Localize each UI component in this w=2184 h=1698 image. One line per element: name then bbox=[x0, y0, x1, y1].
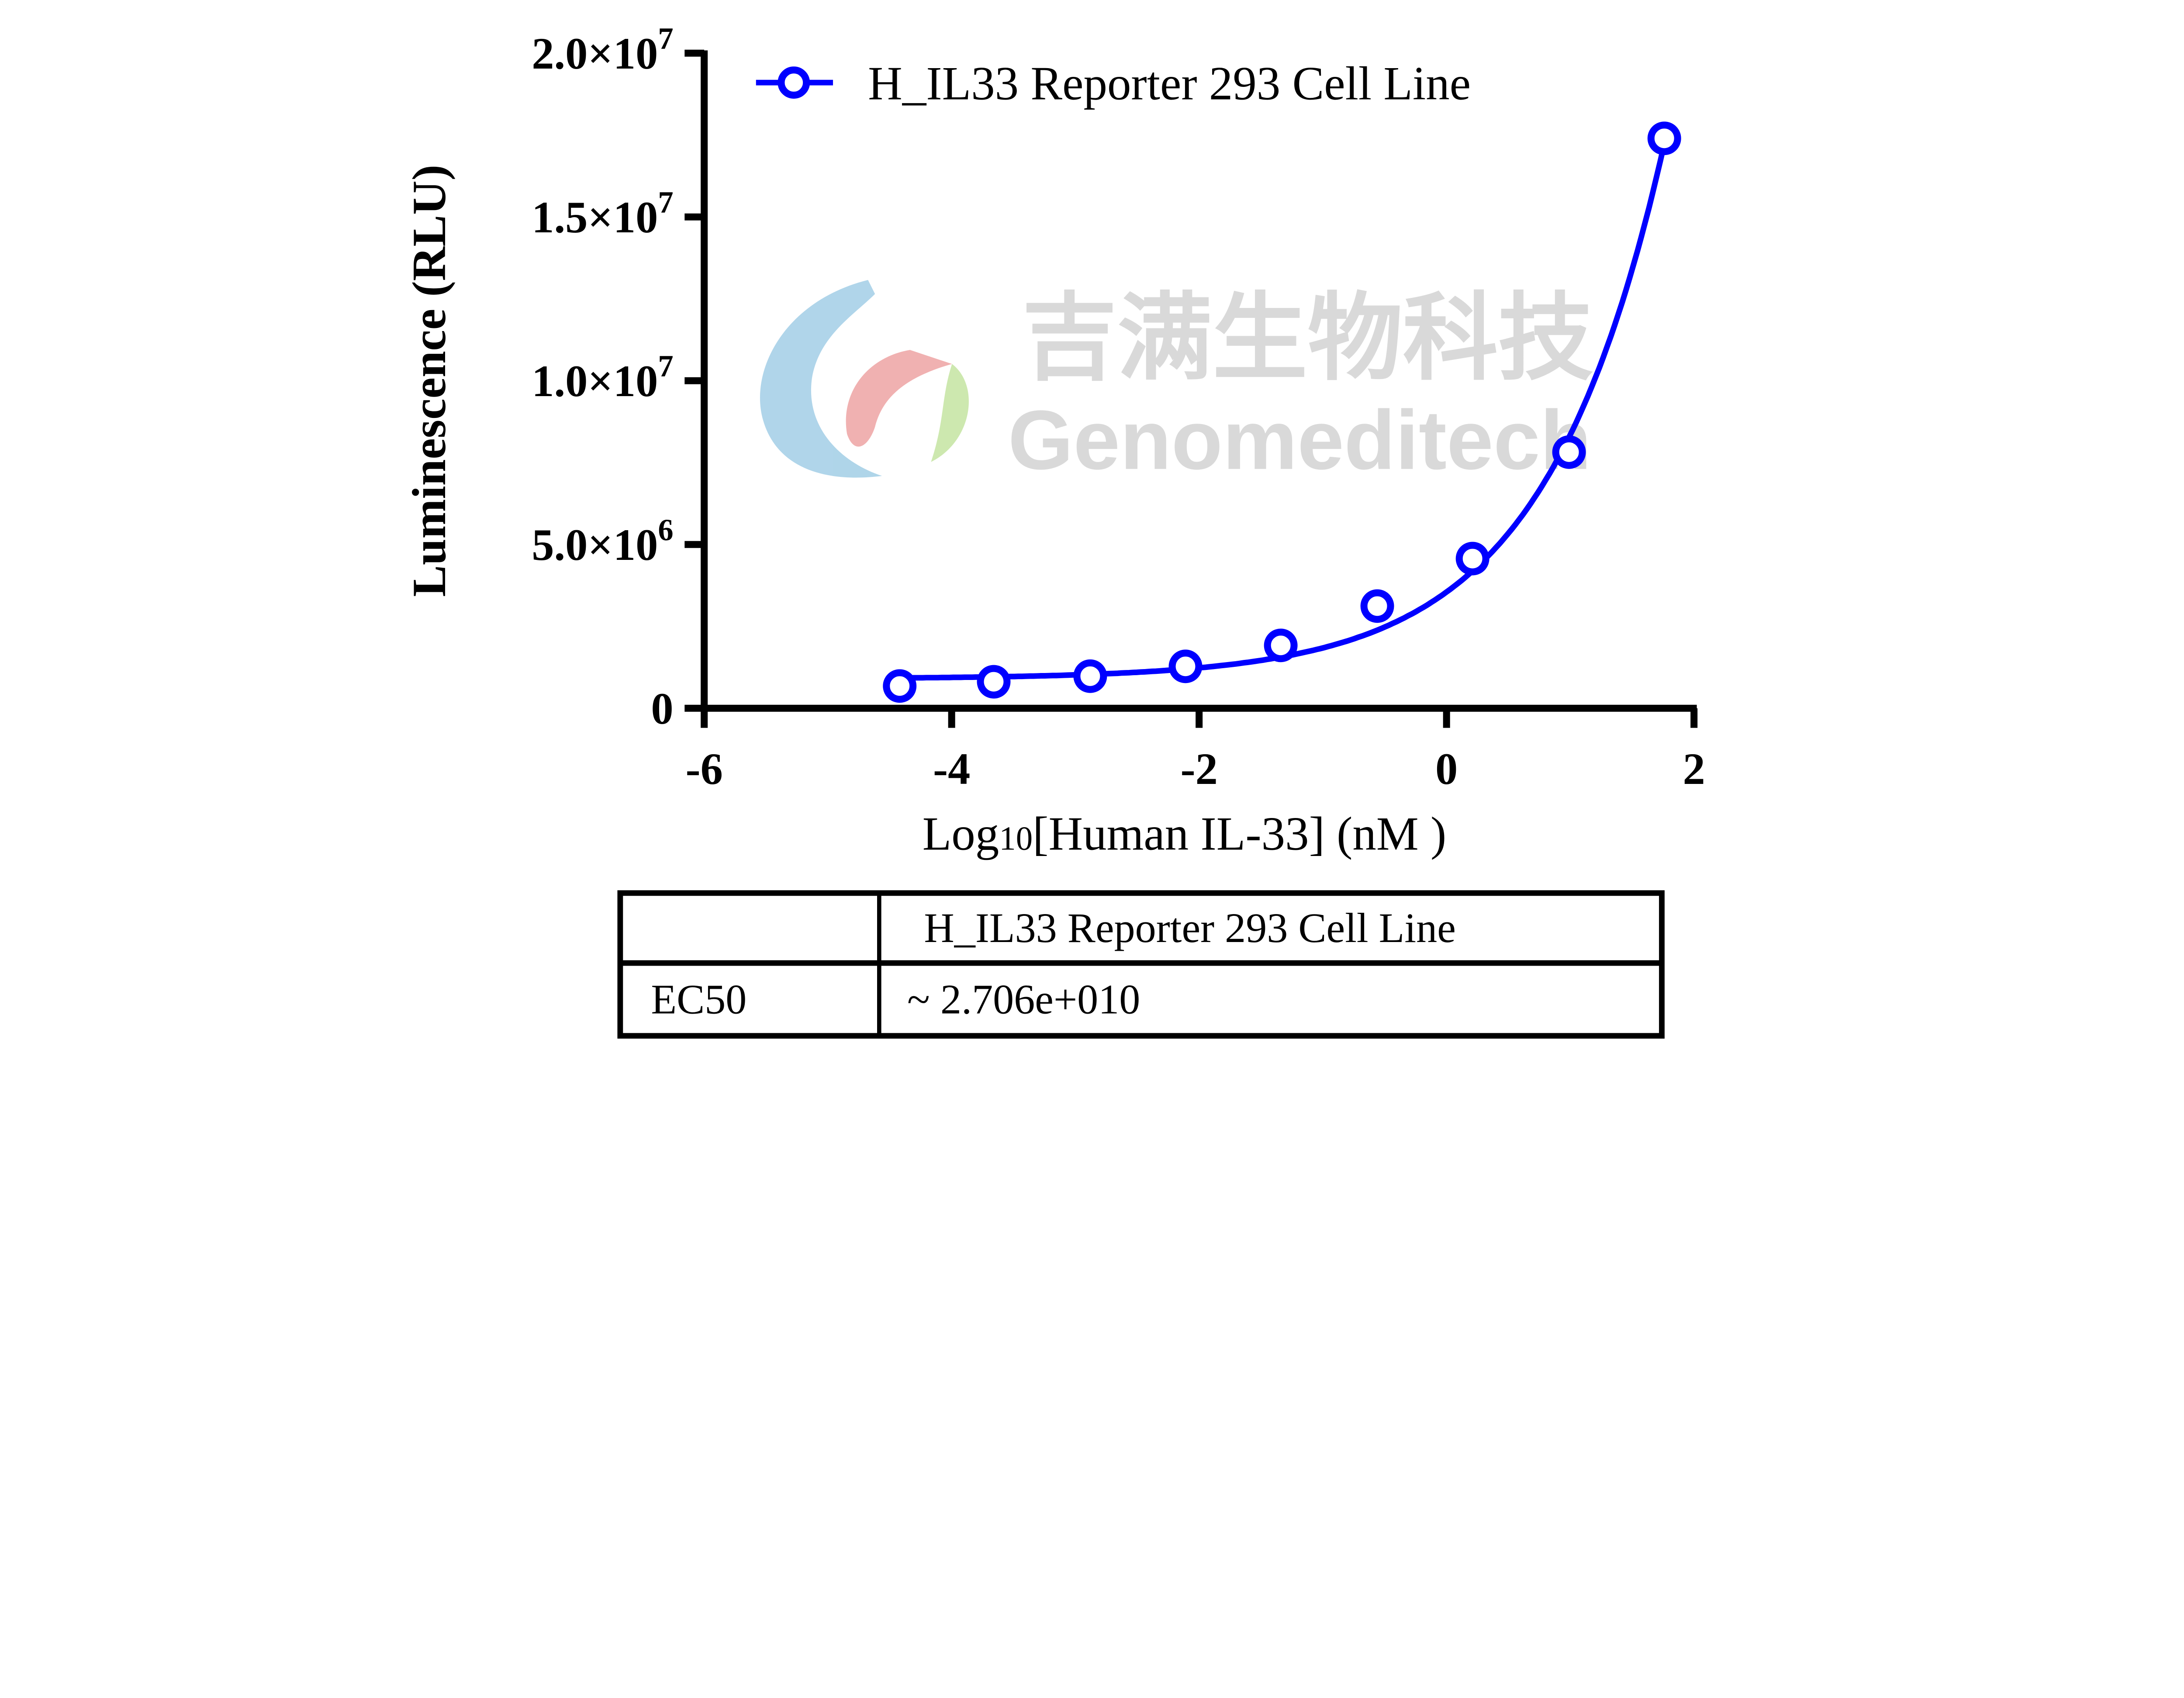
data-point bbox=[1455, 542, 1489, 576]
y-tick-label: 5.0×106 bbox=[532, 513, 673, 570]
data-point bbox=[1360, 589, 1394, 623]
x-tick-label: -4 bbox=[933, 745, 970, 794]
data-point bbox=[1647, 121, 1681, 155]
watermark-chinese: 吉满生物科技 bbox=[1022, 285, 1593, 391]
data-point bbox=[1552, 435, 1586, 469]
ec50-table: H_IL33 Reporter 293 Cell Line EC50 ~ 2.7… bbox=[617, 890, 1665, 1039]
y-ticks: 0 5.0×106 1.0×107 1.5×107 2.0×107 bbox=[532, 22, 705, 734]
data-point bbox=[1264, 628, 1298, 663]
table-cell-ec50-value: ~ 2.706e+010 bbox=[907, 976, 1140, 1023]
y-axis-label: Luminescence (RLU) bbox=[403, 165, 456, 597]
table-header-series: H_IL33 Reporter 293 Cell Line bbox=[924, 904, 1455, 951]
chart-canvas: 吉满生物科技 Genomeditech 0 5.0×106 1.0×107 1.5×1… bbox=[403, 22, 1705, 1039]
y-tick-label: 1.0×107 bbox=[532, 349, 673, 406]
data-points bbox=[883, 121, 1681, 703]
watermark-english: Genomeditech bbox=[1008, 393, 1592, 487]
legend-label: H_IL33 Reporter 293 Cell Line bbox=[868, 57, 1471, 110]
y-tick-label: 1.5×107 bbox=[532, 186, 673, 242]
x-tick-label: -6 bbox=[685, 745, 722, 794]
x-tick-label: -2 bbox=[1180, 745, 1217, 794]
watermark-logo-icon bbox=[760, 280, 969, 478]
y-tick-label: 0 bbox=[651, 684, 673, 734]
x-axis-label: Log10[Human IL-33] (nM ) bbox=[923, 808, 1447, 860]
x-tick-label: 2 bbox=[1683, 745, 1705, 794]
data-point bbox=[977, 665, 1011, 699]
data-point bbox=[1073, 659, 1107, 693]
legend: H_IL33 Reporter 293 Cell Line bbox=[756, 57, 1471, 110]
y-tick-label: 2.0×107 bbox=[532, 22, 673, 79]
watermark: 吉满生物科技 Genomeditech bbox=[760, 280, 1593, 487]
data-point bbox=[1168, 649, 1203, 683]
table-cell-ec50-label: EC50 bbox=[651, 976, 746, 1023]
x-tick-label: 0 bbox=[1435, 745, 1458, 794]
data-point bbox=[883, 669, 917, 703]
legend-marker bbox=[778, 66, 810, 99]
x-ticks: -6 -4 -2 0 2 bbox=[685, 708, 1705, 794]
